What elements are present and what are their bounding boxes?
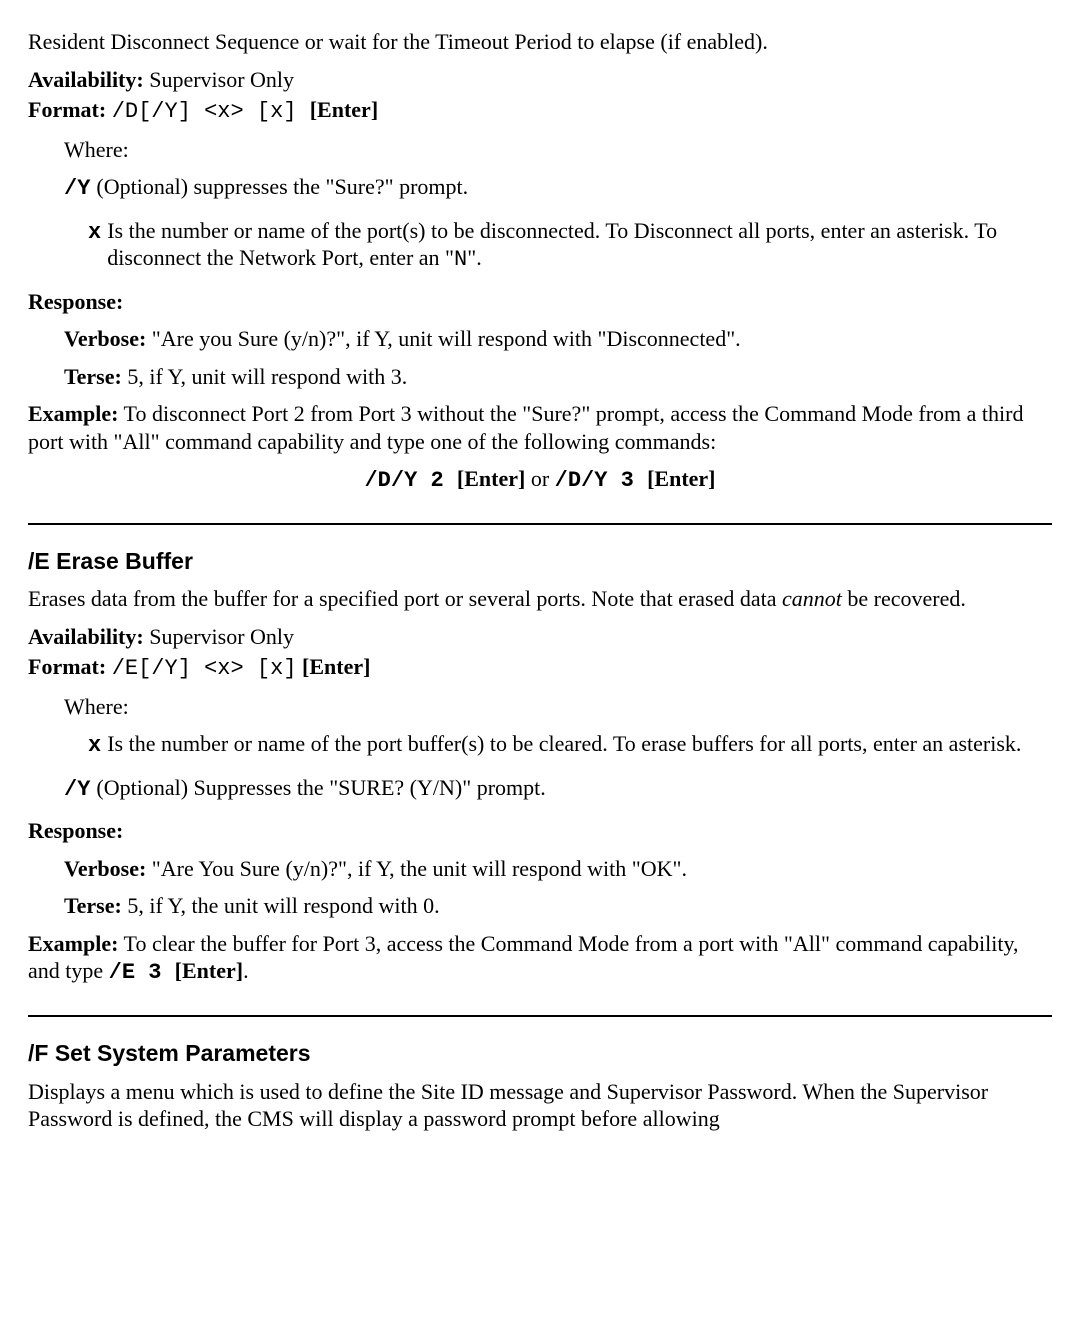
x-option-body: Is the number or name of the port buffer… <box>107 731 1021 756</box>
d-example-commands: /D/Y 2 [Enter] or /D/Y 3 [Enter] <box>28 465 1052 495</box>
x-option-label: x <box>88 733 101 758</box>
availability-value: Supervisor Only <box>144 67 294 92</box>
verbose-body: "Are You Sure (y/n)?", if Y, the unit wi… <box>146 856 687 881</box>
y-option-body: (Optional) suppresses the "Sure?" prompt… <box>96 174 468 199</box>
response-heading: Response: <box>28 817 1052 845</box>
d-example-paragraph: Example: To disconnect Port 2 from Port … <box>28 400 1052 455</box>
e-intro-i: cannot <box>782 586 842 611</box>
format-label: Format: <box>28 97 112 122</box>
enter1: [Enter] <box>457 466 525 491</box>
e-example-paragraph: Example: To clear the buffer for Port 3,… <box>28 930 1052 987</box>
terse-body: 5, if Y, the unit will respond with 0. <box>122 893 440 918</box>
format-enter: [Enter] <box>310 97 378 122</box>
e-format-line: Format: /E[/Y] <x> [x] [Enter] <box>28 653 1052 683</box>
terse-label: Terse: <box>64 364 122 389</box>
availability-value: Supervisor Only <box>144 624 294 649</box>
f-body-paragraph: Displays a menu which is used to define … <box>28 1078 1052 1133</box>
example-label: Example: <box>28 401 118 426</box>
verbose-label: Verbose: <box>64 326 146 351</box>
e-x-option-row: x Is the number or name of the port buff… <box>88 730 1052 760</box>
example-tail: . <box>243 958 249 983</box>
intro-paragraph: Resident Disconnect Sequence or wait for… <box>28 28 1052 56</box>
e-verbose-line: Verbose: "Are You Sure (y/n)?", if Y, th… <box>64 855 1052 883</box>
format-enter: [Enter] <box>297 654 371 679</box>
x-option-mono: N <box>454 247 467 272</box>
y-option-body: (Optional) Suppresses the "SURE? (Y/N)" … <box>96 775 545 800</box>
cmd2: /D/Y 3 <box>555 468 647 493</box>
format-value: /E[/Y] <x> [x] <box>112 656 297 681</box>
terse-body: 5, if Y, unit will respond with 3. <box>122 364 407 389</box>
e-section-heading: /E Erase Buffer <box>28 547 1052 576</box>
verbose-label: Verbose: <box>64 856 146 881</box>
y-option-label: /Y <box>64 777 90 802</box>
x-option-tail: ". <box>467 245 481 270</box>
where-label: Where: <box>64 136 1052 164</box>
d-terse-line: Terse: 5, if Y, unit will respond with 3… <box>64 363 1052 391</box>
d-y-option-row: /Y (Optional) suppresses the "Sure?" pro… <box>64 173 1052 203</box>
e-y-option-row: /Y (Optional) Suppresses the "SURE? (Y/N… <box>64 774 1052 804</box>
verbose-body: "Are you Sure (y/n)?", if Y, unit will r… <box>146 326 740 351</box>
f-section-heading: /F Set System Parameters <box>28 1039 1052 1068</box>
y-option-label: /Y <box>64 176 90 201</box>
example-body: To disconnect Port 2 from Port 3 without… <box>28 401 1023 454</box>
e-intro-a: Erases data from the buffer for a specif… <box>28 586 782 611</box>
x-option-label: x <box>88 220 101 245</box>
where-label: Where: <box>64 693 1052 721</box>
section-divider <box>28 523 1052 525</box>
e-availability-line: Availability: Supervisor Only <box>28 623 1052 651</box>
availability-label: Availability: <box>28 67 144 92</box>
d-availability-line: Availability: Supervisor Only <box>28 66 1052 94</box>
e-terse-line: Terse: 5, if Y, the unit will respond wi… <box>64 892 1052 920</box>
format-value: /D[/Y] <x> [x] <box>112 99 310 124</box>
format-label: Format: <box>28 654 112 679</box>
e-intro-b: be recovered. <box>842 586 966 611</box>
example-label: Example: <box>28 931 118 956</box>
availability-label: Availability: <box>28 624 144 649</box>
cmd1: /D/Y 2 <box>364 468 456 493</box>
or-text: or <box>525 466 554 491</box>
enter2: [Enter] <box>647 466 715 491</box>
example-mono: /E 3 <box>109 960 175 985</box>
d-x-option-row: x Is the number or name of the port(s) t… <box>88 217 1052 274</box>
example-enter: [Enter] <box>175 958 243 983</box>
d-format-line: Format: /D[/Y] <x> [x] [Enter] <box>28 96 1052 126</box>
d-verbose-line: Verbose: "Are you Sure (y/n)?", if Y, un… <box>64 325 1052 353</box>
terse-label: Terse: <box>64 893 122 918</box>
section-divider <box>28 1015 1052 1017</box>
e-intro-paragraph: Erases data from the buffer for a specif… <box>28 585 1052 613</box>
x-option-body: Is the number or name of the port(s) to … <box>107 218 997 271</box>
response-heading: Response: <box>28 288 1052 316</box>
